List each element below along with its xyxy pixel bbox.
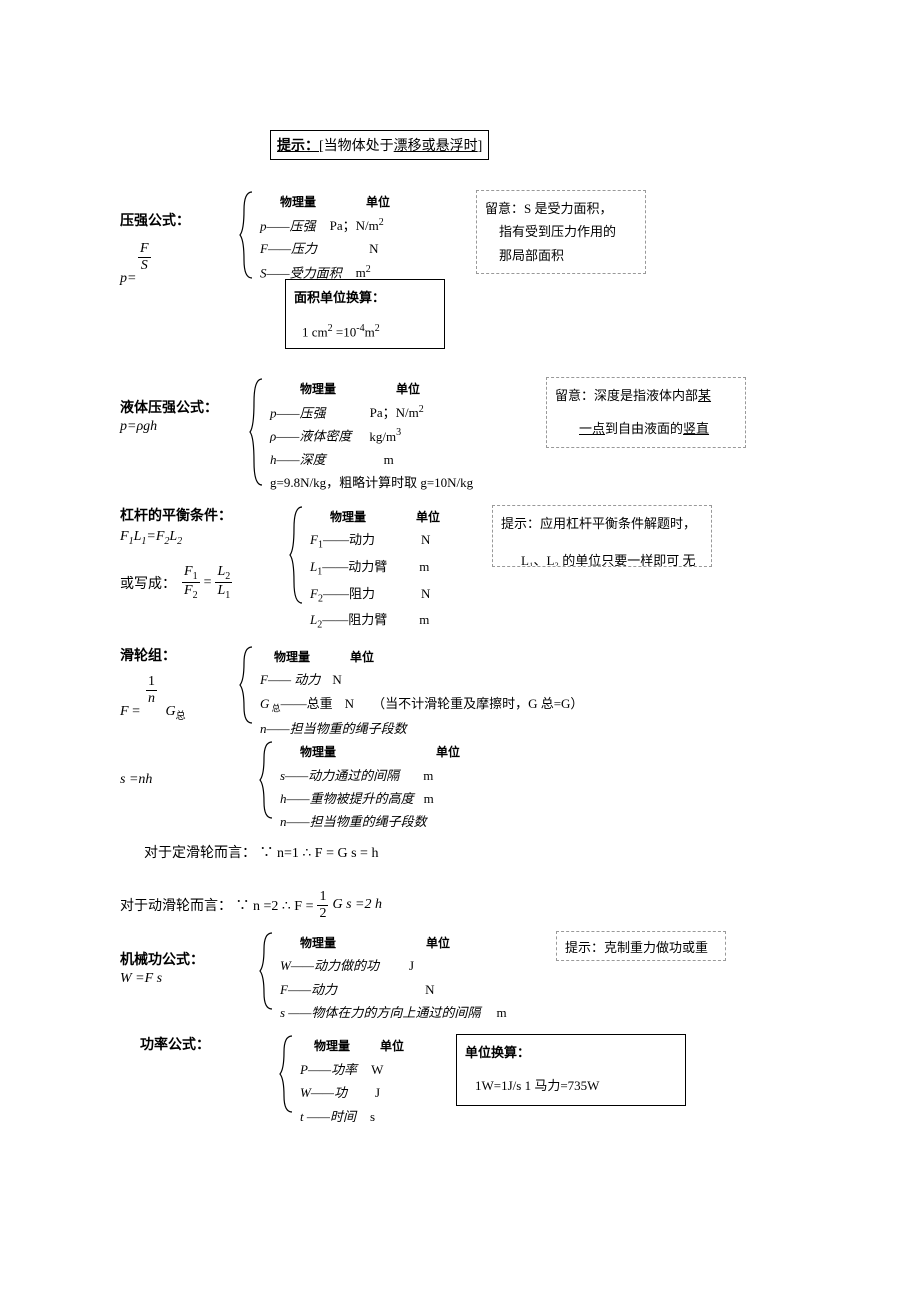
brace-icon: [278, 1034, 296, 1114]
lever-section: 杠杆的平衡条件： F1L1=F2L2 或写成： F1F2 = L2L1: [120, 505, 800, 635]
pressure-fraction: F S: [138, 242, 151, 273]
brace-icon: [238, 645, 256, 725]
liquid-title: 液体压强公式：: [120, 397, 240, 417]
pressure-section: 压强公式： F S p= 物理量单位 p——压强Pa；N/m2 F——压: [120, 190, 800, 349]
hint-body: [当物体处于: [319, 139, 394, 154]
work-title: 机械功公式：: [120, 949, 250, 969]
pressure-formula: p=: [120, 271, 136, 286]
pulley-section: 滑轮组： 1n F = G总 物理量单位 F—— 动力N G 总——总重N（当不…: [120, 645, 800, 921]
hint-underlined: 漂移或悬浮时: [394, 139, 478, 154]
liquid-note: 留意：深度是指液体内部某 一点到自由液面的竖直: [546, 377, 746, 448]
pressure-title: 压强公式：: [120, 210, 230, 230]
lever-note: 提示：应用杠杆平衡条件解题时， L₁、L₂ 的单位只要一样即可 无: [492, 505, 712, 567]
brace-icon: [238, 190, 256, 280]
power-section: 功率公式： 物理量单位 P——功率W W——功J t ——时间s 单位换算： 1…: [120, 1034, 800, 1128]
brace-icon: [258, 740, 276, 820]
hint-prefix: 提示：: [277, 139, 319, 154]
brace-icon: [258, 931, 276, 1011]
moving-pulley-1: 对于动滑轮而言： ∵ n =2 ∴ F =: [120, 895, 313, 915]
liquid-section: 液体压强公式： p=ρgh 物理量单位 p——压强Pa；N/m2 ρ——液体密度…: [120, 377, 800, 495]
pulley-formula2: s =nh: [120, 772, 250, 788]
work-note: 提示：克制重力做功或重: [556, 931, 726, 961]
top-hint-box: 提示：[当物体处于漂移或悬浮时]: [270, 130, 489, 160]
pressure-note: 留意：S 是受力面积， 指有受到压力作用的 那局部面积: [476, 190, 646, 274]
moving-pulley-2: G s =2 h: [332, 897, 382, 913]
liquid-formula: p=ρgh: [120, 419, 240, 435]
work-section: 机械功公式： W =F s 物理量单位 W——动力做的功J F——动力N s —…: [120, 931, 800, 1025]
brace-icon: [288, 505, 306, 605]
brace-icon: [248, 377, 266, 487]
pulley-title: 滑轮组：: [120, 645, 230, 665]
hint-close: ]: [478, 139, 483, 154]
power-title: 功率公式：: [140, 1034, 270, 1054]
power-conversion-box: 单位换算： 1W=1J/s 1 马力=735W: [456, 1034, 686, 1105]
work-formula: W =F s: [120, 971, 250, 987]
lever-title: 杠杆的平衡条件：: [120, 505, 280, 525]
fixed-pulley-line: 对于定滑轮而言： ∵ n=1 ∴ F = G s = h: [144, 842, 800, 862]
area-conversion-box: 面积单位换算： 1 cm2 =10-4m2: [285, 279, 445, 349]
